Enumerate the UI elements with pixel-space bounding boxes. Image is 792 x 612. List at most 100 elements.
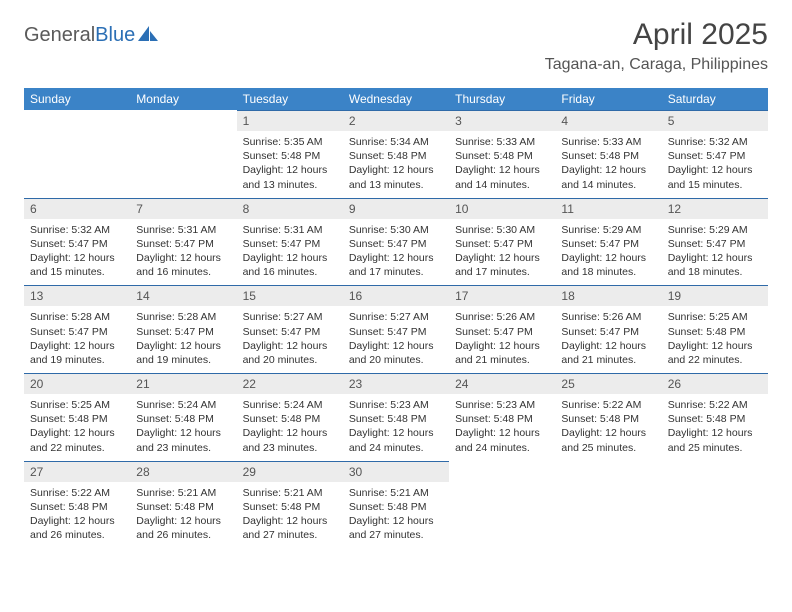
day-line-d1: Daylight: 12 hours <box>349 514 443 528</box>
calendar-cell: 19Sunrise: 5:25 AMSunset: 5:48 PMDayligh… <box>662 285 768 373</box>
calendar-cell <box>130 110 236 198</box>
calendar-cell: 15Sunrise: 5:27 AMSunset: 5:47 PMDayligh… <box>237 285 343 373</box>
day-line-sr: Sunrise: 5:30 AM <box>349 223 443 237</box>
day-body: Sunrise: 5:22 AMSunset: 5:48 PMDaylight:… <box>555 394 661 461</box>
day-line-d1: Daylight: 12 hours <box>136 514 230 528</box>
day-number: 16 <box>343 285 449 306</box>
day-line-d2: and 14 minutes. <box>561 178 655 192</box>
day-line-ss: Sunset: 5:48 PM <box>455 412 549 426</box>
calendar-cell: 17Sunrise: 5:26 AMSunset: 5:47 PMDayligh… <box>449 285 555 373</box>
day-line-d1: Daylight: 12 hours <box>349 339 443 353</box>
day-number: 19 <box>662 285 768 306</box>
logo-text-general: General <box>24 24 95 47</box>
day-line-ss: Sunset: 5:48 PM <box>30 500 124 514</box>
calendar-cell: 4 Sunrise: 5:33 AMSunset: 5:48 PMDaylight… <box>555 110 661 198</box>
day-line-d2: and 24 minutes. <box>455 441 549 455</box>
day-line-sr: Sunrise: 5:33 AM <box>561 135 655 149</box>
day-number: 28 <box>130 461 236 482</box>
day-line-sr: Sunrise: 5:35 AM <box>243 135 337 149</box>
day-line-d2: and 13 minutes. <box>349 178 443 192</box>
day-line-d2: and 18 minutes. <box>668 265 762 279</box>
day-line-d2: and 19 minutes. <box>30 353 124 367</box>
day-number: 15 <box>237 285 343 306</box>
day-line-ss: Sunset: 5:48 PM <box>561 412 655 426</box>
day-body: Sunrise: 5:21 AMSunset: 5:48 PMDaylight:… <box>343 482 449 549</box>
day-line-sr: Sunrise: 5:32 AM <box>668 135 762 149</box>
calendar-cell: 20Sunrise: 5:25 AMSunset: 5:48 PMDayligh… <box>24 373 130 461</box>
day-body: Sunrise: 5:23 AMSunset: 5:48 PMDaylight:… <box>343 394 449 461</box>
calendar-cell: 6Sunrise: 5:32 AMSunset: 5:47 PMDaylight… <box>24 198 130 286</box>
day-number: 22 <box>237 373 343 394</box>
weekday-header: Sunday <box>24 88 130 110</box>
calendar-cell: 28Sunrise: 5:21 AMSunset: 5:48 PMDayligh… <box>130 461 236 549</box>
day-line-sr: Sunrise: 5:22 AM <box>30 486 124 500</box>
day-body: Sunrise: 5:33 AMSunset: 5:48 PMDaylight:… <box>449 131 555 198</box>
day-number: 4 <box>555 110 661 131</box>
day-line-ss: Sunset: 5:48 PM <box>243 412 337 426</box>
day-number: 27 <box>24 461 130 482</box>
day-number: 12 <box>662 198 768 219</box>
day-number: 3 <box>449 110 555 131</box>
day-line-ss: Sunset: 5:48 PM <box>668 325 762 339</box>
day-line-d1: Daylight: 12 hours <box>561 339 655 353</box>
calendar-cell: 13Sunrise: 5:28 AMSunset: 5:47 PMDayligh… <box>24 285 130 373</box>
day-body: Sunrise: 5:31 AMSunset: 5:47 PMDaylight:… <box>237 219 343 286</box>
day-line-sr: Sunrise: 5:23 AM <box>349 398 443 412</box>
day-line-ss: Sunset: 5:47 PM <box>561 325 655 339</box>
day-line-d1: Daylight: 12 hours <box>349 426 443 440</box>
day-line-ss: Sunset: 5:47 PM <box>349 237 443 251</box>
calendar-cell: 3Sunrise: 5:33 AMSunset: 5:48 PMDaylight… <box>449 110 555 198</box>
day-line-d1: Daylight: 12 hours <box>30 426 124 440</box>
calendar-cell: 21Sunrise: 5:24 AMSunset: 5:48 PMDayligh… <box>130 373 236 461</box>
day-line-d1: Daylight: 12 hours <box>668 163 762 177</box>
calendar-cell: 11Sunrise: 5:29 AMSunset: 5:47 PMDayligh… <box>555 198 661 286</box>
day-line-d2: and 25 minutes. <box>561 441 655 455</box>
day-line-ss: Sunset: 5:48 PM <box>349 149 443 163</box>
day-line-ss: Sunset: 5:47 PM <box>136 325 230 339</box>
day-line-sr: Sunrise: 5:25 AM <box>30 398 124 412</box>
day-line-sr: Sunrise: 5:31 AM <box>243 223 337 237</box>
day-line-d2: and 23 minutes. <box>243 441 337 455</box>
day-line-ss: Sunset: 5:48 PM <box>136 500 230 514</box>
day-line-d2: and 13 minutes. <box>243 178 337 192</box>
calendar-cell: 5Sunrise: 5:32 AMSunset: 5:47 PMDaylight… <box>662 110 768 198</box>
day-number: 18 <box>555 285 661 306</box>
day-body: Sunrise: 5:22 AMSunset: 5:48 PMDaylight:… <box>662 394 768 461</box>
day-body: Sunrise: 5:32 AMSunset: 5:47 PMDaylight:… <box>24 219 130 286</box>
day-line-d2: and 21 minutes. <box>455 353 549 367</box>
day-body: Sunrise: 5:30 AMSunset: 5:47 PMDaylight:… <box>449 219 555 286</box>
day-line-sr: Sunrise: 5:27 AM <box>349 310 443 324</box>
day-line-d1: Daylight: 12 hours <box>243 514 337 528</box>
day-line-ss: Sunset: 5:47 PM <box>243 325 337 339</box>
day-line-d2: and 15 minutes. <box>30 265 124 279</box>
day-body: Sunrise: 5:25 AMSunset: 5:48 PMDaylight:… <box>24 394 130 461</box>
day-line-ss: Sunset: 5:48 PM <box>561 149 655 163</box>
location-text: Tagana-an, Caraga, Philippines <box>545 56 768 74</box>
day-line-d2: and 19 minutes. <box>136 353 230 367</box>
day-line-sr: Sunrise: 5:21 AM <box>243 486 337 500</box>
day-body: Sunrise: 5:30 AMSunset: 5:47 PMDaylight:… <box>343 219 449 286</box>
day-line-ss: Sunset: 5:47 PM <box>136 237 230 251</box>
calendar-cell <box>662 461 768 549</box>
day-line-d1: Daylight: 12 hours <box>561 163 655 177</box>
day-line-d1: Daylight: 12 hours <box>30 339 124 353</box>
day-number: 7 <box>130 198 236 219</box>
day-body: Sunrise: 5:26 AMSunset: 5:47 PMDaylight:… <box>449 306 555 373</box>
day-line-sr: Sunrise: 5:29 AM <box>561 223 655 237</box>
day-line-d2: and 18 minutes. <box>561 265 655 279</box>
weekday-header: Tuesday <box>237 88 343 110</box>
day-line-sr: Sunrise: 5:26 AM <box>455 310 549 324</box>
day-line-d2: and 16 minutes. <box>243 265 337 279</box>
day-line-sr: Sunrise: 5:21 AM <box>349 486 443 500</box>
day-body: Sunrise: 5:23 AMSunset: 5:48 PMDaylight:… <box>449 394 555 461</box>
day-number: 6 <box>24 198 130 219</box>
day-line-d1: Daylight: 12 hours <box>30 251 124 265</box>
day-line-d2: and 16 minutes. <box>136 265 230 279</box>
calendar-cell: 25Sunrise: 5:22 AMSunset: 5:48 PMDayligh… <box>555 373 661 461</box>
calendar-cell: 10Sunrise: 5:30 AMSunset: 5:47 PMDayligh… <box>449 198 555 286</box>
day-line-ss: Sunset: 5:47 PM <box>30 325 124 339</box>
day-number: 10 <box>449 198 555 219</box>
day-line-d1: Daylight: 12 hours <box>455 251 549 265</box>
calendar-cell <box>555 461 661 549</box>
day-number: 13 <box>24 285 130 306</box>
